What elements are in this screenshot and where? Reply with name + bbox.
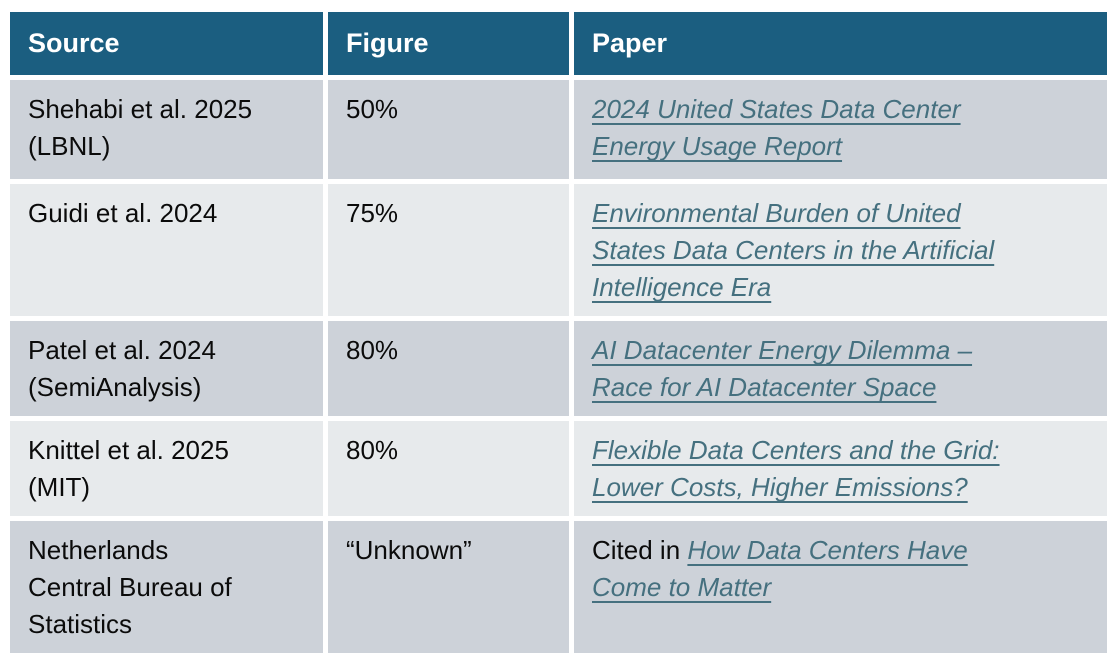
sources-table: Source Figure Paper Shehabi et al. 2025 … — [5, 7, 1112, 658]
figure-text: 75% — [346, 198, 399, 228]
header-row: Source Figure Paper — [10, 12, 1107, 75]
column-header-source: Source — [10, 12, 323, 75]
source-cell: Shehabi et al. 2025 (LBNL) — [10, 80, 323, 179]
paper-prefix-text: Cited in — [592, 535, 688, 565]
paper-link[interactable]: Flexible Data Centers and the Grid: Lowe… — [592, 435, 1000, 502]
figure-cell: 80% — [328, 421, 569, 516]
table-row: Patel et al. 2024 (SemiAnalysis) 80% AI … — [10, 321, 1107, 416]
source-cell: Patel et al. 2024 (SemiAnalysis) — [10, 321, 323, 416]
figure-cell: “Unknown” — [328, 521, 569, 653]
table-row: Shehabi et al. 2025 (LBNL) 50% 2024 Unit… — [10, 80, 1107, 179]
source-text: Guidi et al. 2024 — [28, 198, 218, 228]
paper-cell: Cited in How Data Centers Have Come to M… — [574, 521, 1107, 653]
figure-text: 50% — [346, 94, 399, 124]
source-cell: Netherlands Central Bureau of Statistics — [10, 521, 323, 653]
paper-link[interactable]: 2024 United States Data Center Energy Us… — [592, 94, 961, 161]
table-row: Guidi et al. 2024 75% Environmental Burd… — [10, 184, 1107, 316]
figure-cell: 80% — [328, 321, 569, 416]
figure-cell: 50% — [328, 80, 569, 179]
paper-cell: Environmental Burden of United States Da… — [574, 184, 1107, 316]
figure-text: 80% — [346, 335, 399, 365]
source-text: Knittel et al. 2025 (MIT) — [28, 435, 229, 502]
source-text: Patel et al. 2024 (SemiAnalysis) — [28, 335, 216, 402]
figure-cell: 75% — [328, 184, 569, 316]
column-header-paper: Paper — [574, 12, 1107, 75]
source-text: Netherlands Central Bureau of Statistics — [28, 535, 232, 639]
paper-link[interactable]: AI Datacenter Energy Dilemma – Race for … — [592, 335, 973, 402]
column-header-figure: Figure — [328, 12, 569, 75]
source-text: Shehabi et al. 2025 (LBNL) — [28, 94, 253, 161]
paper-cell: AI Datacenter Energy Dilemma – Race for … — [574, 321, 1107, 416]
paper-link[interactable]: Environmental Burden of United States Da… — [592, 198, 995, 302]
source-cell: Knittel et al. 2025 (MIT) — [10, 421, 323, 516]
source-cell: Guidi et al. 2024 — [10, 184, 323, 316]
figure-text: 80% — [346, 435, 399, 465]
paper-cell: Flexible Data Centers and the Grid: Lowe… — [574, 421, 1107, 516]
table-row: Netherlands Central Bureau of Statistics… — [10, 521, 1107, 653]
paper-cell: 2024 United States Data Center Energy Us… — [574, 80, 1107, 179]
table-row: Knittel et al. 2025 (MIT) 80% Flexible D… — [10, 421, 1107, 516]
figure-text: “Unknown” — [346, 535, 472, 565]
paper-link[interactable]: How Data Centers Have Come to Matter — [592, 535, 968, 602]
